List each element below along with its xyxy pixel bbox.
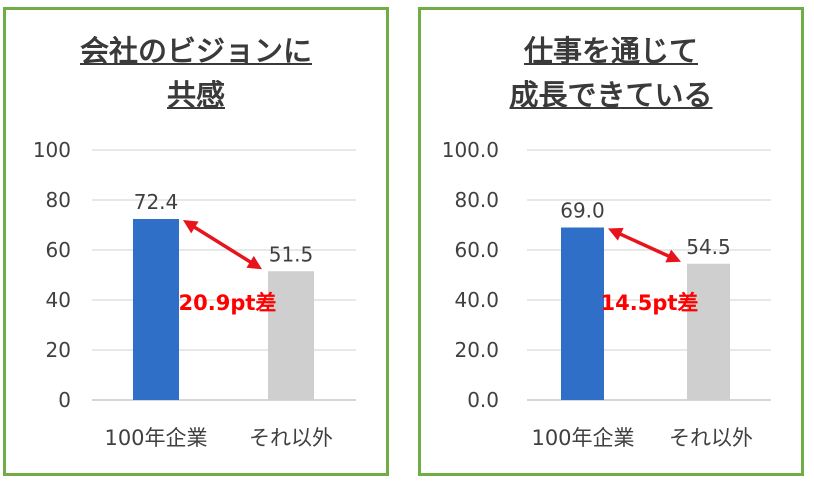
data-label: 54.5 (686, 235, 731, 259)
y-tick-label: 100.0 (442, 138, 499, 162)
y-tick-label: 80 (46, 188, 71, 212)
difference-arrow (183, 220, 262, 270)
bar-chart: 0 20 40 60 80 100 72.4 100年企業 51.5 それ以外 20.9pt差 (33, 138, 356, 450)
difference-arrow (608, 227, 681, 263)
chart-panel-right: 仕事を通じて 成長できている 0.0 20.0 40.0 60.0 80.0 100.0 6… (418, 7, 804, 476)
data-label: 72.4 (134, 190, 179, 214)
data-label: 69.0 (560, 199, 605, 223)
x-category-label: それ以外 (669, 426, 753, 450)
y-tick-label: 60 (46, 238, 71, 262)
y-tick-label: 20.0 (454, 338, 499, 362)
arrowhead (246, 255, 262, 270)
chart-title-line2: 成長できている (509, 78, 713, 112)
y-tick-label: 0.0 (467, 388, 499, 412)
arrowhead (608, 227, 624, 241)
difference-annotation: 14.5pt差 (601, 291, 699, 315)
x-category-label: 100年企業 (531, 426, 634, 450)
bar-chart: 0.0 20.0 40.0 60.0 80.0 100.0 69.0 100年企業 54.5 それ… (442, 138, 771, 450)
difference-annotation: 20.9pt差 (179, 291, 277, 315)
bar (133, 219, 179, 400)
y-tick-label: 0 (58, 388, 71, 412)
bar (561, 227, 604, 400)
chart-title-line1: 仕事を通じて (523, 34, 698, 68)
x-category-label: それ以外 (249, 426, 333, 450)
bar (687, 263, 730, 400)
y-tick-label: 100 (33, 138, 71, 162)
data-label: 51.5 (269, 242, 314, 266)
x-category-label: 100年企業 (104, 426, 207, 450)
y-tick-label: 40.0 (454, 288, 499, 312)
y-tick-label: 60.0 (454, 238, 499, 262)
chart-title-line2: 共感 (166, 78, 225, 112)
chart-panel-left: 会社のビジョンに 共感 0 20 40 60 80 100 72.4 100年企業 51.5 それ… (3, 7, 389, 476)
arrowhead (665, 249, 681, 263)
arrowhead (183, 220, 199, 234)
y-tick-label: 40 (46, 288, 71, 312)
chart-title-line1: 会社のビジョンに (79, 34, 312, 68)
arrow-shaft (188, 222, 257, 267)
bar (268, 271, 314, 400)
arrow-shaft (614, 230, 675, 261)
y-tick-label: 20 (46, 338, 71, 362)
y-tick-label: 80.0 (454, 188, 499, 212)
